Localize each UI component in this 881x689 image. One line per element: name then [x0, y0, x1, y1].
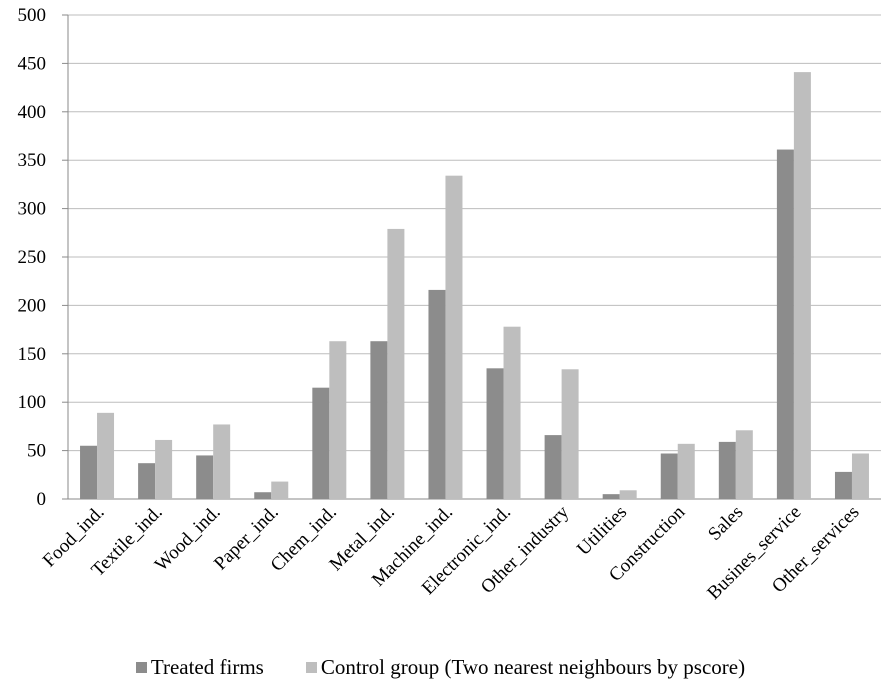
x-tick-label: Sales	[704, 502, 747, 545]
bar-control	[213, 424, 230, 499]
bar-treated	[661, 454, 678, 499]
bar-treated	[545, 435, 562, 499]
x-tick-label: Utilities	[573, 502, 631, 560]
bar-treated	[428, 290, 445, 499]
y-tick-label: 200	[18, 295, 47, 316]
bar-control	[445, 176, 462, 499]
bar-treated	[312, 388, 329, 499]
bar-control	[620, 490, 637, 499]
bar-treated	[603, 494, 620, 499]
bar-control	[387, 229, 404, 499]
legend-item-control: Control group (Two nearest neighbours by…	[306, 655, 745, 680]
bar-treated	[196, 455, 213, 499]
bar-treated	[777, 150, 794, 499]
y-tick-label: 250	[18, 247, 47, 268]
bars	[80, 72, 869, 499]
gridlines	[62, 15, 881, 499]
y-tick-label: 400	[18, 102, 47, 123]
bar-treated	[370, 341, 387, 499]
bar-control	[852, 454, 869, 499]
bar-control	[562, 369, 579, 499]
y-tick-label: 450	[18, 53, 47, 74]
y-tick-labels: 0 50 100 150 200 250 300 350 400 450 500	[18, 5, 47, 510]
bar-treated	[487, 368, 504, 499]
bar-control	[504, 327, 521, 499]
bar-control	[736, 430, 753, 499]
legend-item-treated: Treated firms	[136, 655, 264, 680]
legend-label-treated: Treated firms	[151, 655, 264, 680]
y-tick-label: 0	[37, 489, 47, 510]
legend-swatch-treated	[136, 662, 147, 673]
bar-control	[271, 482, 288, 499]
bar-control	[329, 341, 346, 499]
x-tick-labels: Food_ind.Textile_ind.Wood_ind.Paper_ind.…	[39, 501, 864, 604]
bar-treated	[138, 463, 155, 499]
bar-control	[155, 440, 172, 499]
y-tick-label: 350	[18, 150, 47, 171]
y-tick-label: 300	[18, 199, 47, 220]
legend-label-control: Control group (Two nearest neighbours by…	[321, 655, 745, 680]
y-tick-label: 500	[18, 5, 47, 26]
bar-treated	[254, 492, 271, 499]
y-tick-label: 150	[18, 344, 47, 365]
bar-control	[794, 72, 811, 499]
bar-control	[678, 444, 695, 499]
y-tick-label: 100	[18, 392, 47, 413]
bar-chart: 0 50 100 150 200 250 300 350 400 450 500 Food_ind.…	[0, 0, 881, 645]
legend-swatch-control	[306, 662, 317, 673]
bar-treated	[80, 446, 97, 499]
y-tick-label: 50	[27, 441, 46, 462]
bar-control	[97, 413, 114, 499]
bar-treated	[719, 442, 736, 499]
legend: Treated firms Control group (Two nearest…	[0, 655, 881, 680]
bar-treated	[835, 472, 852, 499]
